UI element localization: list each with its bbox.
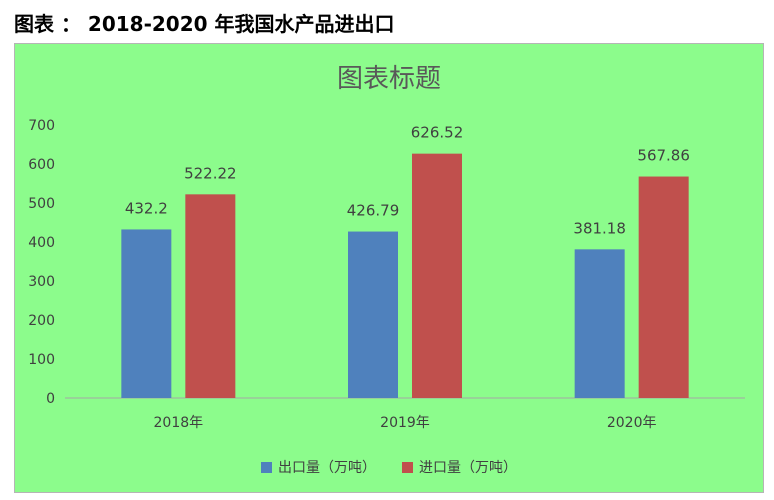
bar-import: [638, 176, 689, 398]
data-label: 567.86: [637, 147, 690, 165]
legend-label-import: 进口量（万吨）: [419, 460, 517, 476]
bar-import: [412, 153, 462, 398]
bar-export: [348, 231, 398, 398]
x-tick-label: 2020年: [607, 415, 657, 431]
data-label: 522.22: [184, 164, 237, 182]
chart-legend: 出口量（万吨） 进口量（万吨）: [15, 457, 763, 477]
bar-import: [185, 194, 236, 398]
legend-item-import: 进口量（万吨）: [402, 457, 517, 477]
y-tick-label: 700: [28, 118, 55, 134]
y-tick-label: 200: [28, 313, 55, 329]
figure-caption: 图表 ： 2018-2020 年我国水产品进出口: [14, 12, 395, 36]
bar-export: [574, 249, 625, 398]
y-tick-label: 100: [28, 352, 55, 368]
x-tick-label: 2019年: [380, 415, 430, 431]
bar-chart-plot: 0 100 200 300 400 500 600 700 432.2 522.22 2018年 42…: [28, 118, 745, 431]
y-tick-label: 600: [28, 157, 55, 173]
y-tick-label: 300: [28, 274, 55, 290]
y-tick-label: 0: [46, 391, 55, 407]
y-tick-label: 500: [28, 196, 55, 212]
x-tick-label: 2018年: [154, 415, 204, 431]
legend-swatch-export: [261, 461, 272, 473]
chart-area: 图表标题 0 100 200 300 400 500 600 700 432.2 522.22 20…: [14, 43, 764, 493]
legend-item-export: 出口量（万吨）: [261, 457, 376, 477]
legend-swatch-import: [402, 461, 413, 473]
data-label: 626.52: [411, 124, 464, 142]
y-tick-label: 400: [28, 235, 55, 251]
chart-title: 图表标题: [336, 64, 441, 94]
data-label: 426.79: [347, 202, 400, 220]
data-label: 381.18: [573, 219, 626, 237]
data-label: 432.2: [125, 199, 168, 217]
legend-label-export: 出口量（万吨）: [278, 460, 376, 476]
bar-export: [121, 229, 172, 398]
